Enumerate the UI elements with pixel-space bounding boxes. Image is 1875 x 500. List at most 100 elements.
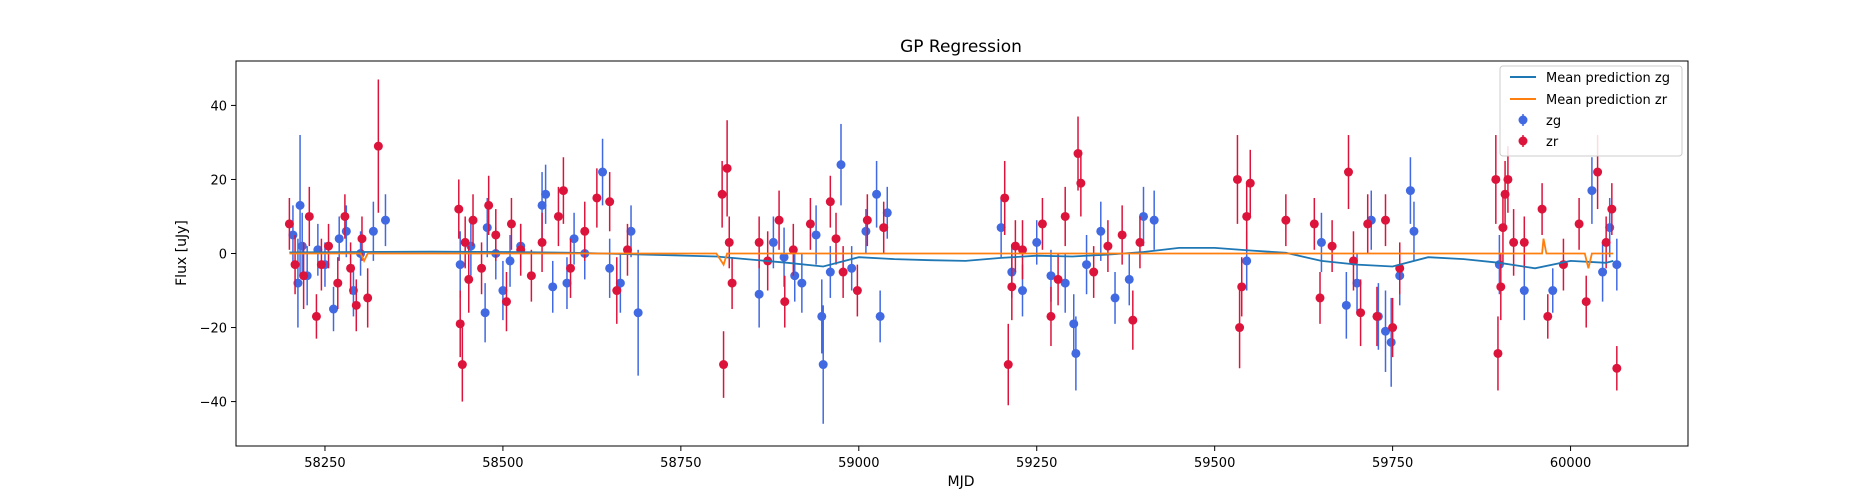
data-point-zr bbox=[526, 271, 536, 281]
data-point-zr bbox=[468, 215, 478, 225]
data-point-zg bbox=[1352, 278, 1362, 288]
data-point-zr bbox=[719, 360, 729, 370]
data-point-zr bbox=[1493, 348, 1503, 358]
legend-swatch-zg bbox=[1518, 114, 1528, 126]
data-point-zg bbox=[548, 282, 558, 292]
data-point-zr bbox=[1309, 219, 1319, 229]
data-point-zr bbox=[363, 293, 373, 303]
data-point-zr bbox=[1007, 282, 1017, 292]
data-point-zr bbox=[558, 186, 568, 196]
data-point-zr bbox=[1381, 215, 1390, 225]
data-point-zr bbox=[1000, 193, 1010, 203]
x-tick-label: 59750 bbox=[1372, 456, 1413, 471]
data-point-zr bbox=[1519, 237, 1529, 247]
data-point-zr bbox=[605, 197, 615, 207]
data-point-zg bbox=[1071, 348, 1081, 358]
data-point-zg bbox=[817, 311, 827, 321]
y-axis-label: Flux [uJy] bbox=[174, 220, 190, 286]
legend-marker bbox=[1518, 136, 1528, 146]
data-point-zr bbox=[454, 204, 464, 214]
data-point-zr bbox=[304, 211, 314, 221]
data-point-zr bbox=[506, 219, 516, 229]
data-point-zg bbox=[329, 304, 339, 314]
data-point-zr bbox=[580, 226, 590, 236]
data-point-zr bbox=[1076, 178, 1086, 188]
data-point-zr bbox=[838, 267, 848, 277]
data-point-zr bbox=[805, 219, 815, 229]
data-point-zr bbox=[477, 263, 487, 273]
data-point-zr bbox=[333, 278, 343, 288]
data-point-zg bbox=[297, 241, 307, 251]
x-tick-label: 58750 bbox=[660, 456, 701, 471]
y-tick-label: 20 bbox=[210, 173, 227, 188]
data-point-zg bbox=[598, 167, 608, 177]
data-point-zg bbox=[1018, 286, 1027, 296]
x-tick-label: 59250 bbox=[1016, 456, 1057, 471]
data-point-zg bbox=[341, 226, 351, 236]
legend-label-mean-zr: Mean prediction zr bbox=[1546, 93, 1668, 108]
x-axis-label: MJD bbox=[948, 474, 975, 490]
data-point-zr bbox=[491, 230, 501, 240]
data-point-zr bbox=[1327, 241, 1337, 251]
data-point-zr bbox=[1498, 223, 1508, 233]
data-point-zr bbox=[1232, 174, 1242, 184]
data-point-zr bbox=[537, 237, 547, 247]
legend-marker bbox=[1518, 115, 1528, 125]
data-point-zr bbox=[1089, 267, 1099, 277]
data-point-zg bbox=[875, 311, 885, 321]
data-point-zr bbox=[373, 141, 383, 151]
x-tick-label: 60000 bbox=[1550, 456, 1591, 471]
data-point-zr bbox=[1581, 297, 1591, 307]
data-point-zr bbox=[1509, 237, 1519, 247]
data-point-zg bbox=[779, 252, 789, 262]
data-point-zr bbox=[484, 200, 494, 210]
data-point-zg bbox=[1149, 215, 1159, 225]
data-point-zr bbox=[455, 319, 465, 329]
data-point-zr bbox=[1363, 219, 1373, 229]
data-point-zr bbox=[612, 286, 622, 296]
data-point-zg bbox=[1598, 267, 1608, 277]
data-point-zr bbox=[774, 215, 784, 225]
data-point-zr bbox=[1235, 323, 1245, 333]
data-point-zr bbox=[1060, 211, 1070, 221]
data-point-zr bbox=[879, 223, 889, 233]
data-point-zg bbox=[818, 360, 828, 370]
legend: Mean prediction zg Mean prediction zr zg… bbox=[1499, 65, 1683, 157]
data-point-zg bbox=[455, 260, 465, 270]
data-point-zg bbox=[368, 226, 378, 236]
data-point-zr bbox=[1593, 167, 1603, 177]
data-point-zr bbox=[1388, 323, 1398, 333]
data-point-zr bbox=[501, 297, 511, 307]
data-point-zg bbox=[797, 278, 807, 288]
data-point-zr bbox=[1103, 241, 1113, 251]
data-point-zg bbox=[569, 234, 579, 244]
data-point-zr bbox=[724, 237, 734, 247]
data-point-zg bbox=[1548, 286, 1558, 296]
data-point-zr bbox=[1237, 282, 1247, 292]
legend-box bbox=[1499, 65, 1683, 157]
legend-label-zr: zr bbox=[1546, 135, 1559, 150]
data-point-zr bbox=[1242, 211, 1252, 221]
data-point-zr bbox=[1018, 245, 1027, 255]
data-point-zg bbox=[1409, 226, 1419, 236]
data-point-zr bbox=[351, 300, 361, 310]
data-point-zg bbox=[768, 237, 778, 247]
data-point-zr bbox=[1003, 360, 1013, 370]
data-point-zr bbox=[754, 237, 764, 247]
data-point-zr bbox=[284, 219, 294, 229]
data-point-zr bbox=[340, 211, 350, 221]
data-point-zg bbox=[1519, 286, 1529, 296]
data-point-zr bbox=[831, 234, 841, 244]
data-point-zr bbox=[1503, 174, 1513, 184]
data-point-zr bbox=[1356, 308, 1366, 318]
data-point-zg bbox=[605, 263, 615, 273]
line-mean-prediction-zg bbox=[289, 246, 1614, 270]
data-point-zr bbox=[1607, 204, 1617, 214]
data-point-zg bbox=[505, 256, 515, 266]
data-point-zr bbox=[290, 260, 300, 270]
plot-frame bbox=[235, 60, 1689, 447]
data-point-zr bbox=[299, 271, 309, 281]
data-point-zg bbox=[1386, 337, 1396, 347]
data-point-zr bbox=[1117, 230, 1127, 240]
data-point-zr bbox=[1010, 241, 1020, 251]
